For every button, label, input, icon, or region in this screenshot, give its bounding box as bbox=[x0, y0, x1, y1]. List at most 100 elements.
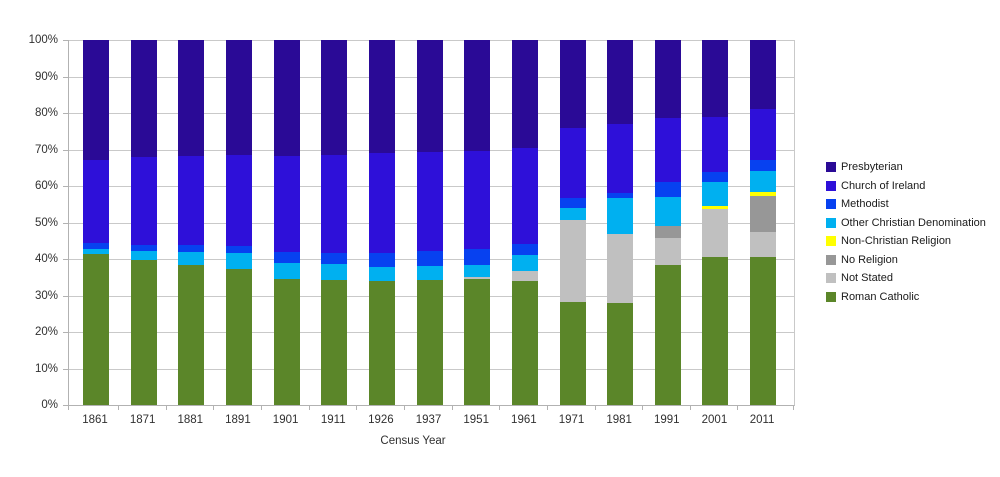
bar-1891 bbox=[225, 40, 252, 405]
legend-swatch-icon bbox=[826, 291, 836, 302]
bar-segment-other-christian-denomination bbox=[559, 207, 586, 220]
bar-segment-church-of-ireland bbox=[416, 152, 443, 251]
y-axis-label: 50% bbox=[34, 216, 58, 229]
bar-segment-not-stated bbox=[750, 232, 777, 258]
bar-segment-roman-catholic bbox=[130, 260, 157, 405]
bar-segment-methodist bbox=[368, 253, 395, 267]
bar-segment-presbyterian bbox=[225, 40, 252, 155]
x-tick bbox=[308, 406, 310, 410]
bar-segment-church-of-ireland bbox=[559, 128, 586, 198]
x-tick bbox=[737, 406, 739, 410]
legend-swatch-icon bbox=[826, 162, 836, 172]
y-tick bbox=[63, 295, 68, 297]
legend-label: Roman Catholic bbox=[841, 290, 920, 303]
bar-segment-not-stated bbox=[559, 219, 586, 302]
bar-segment-not-stated bbox=[702, 209, 729, 258]
legend-label: No Religion bbox=[841, 253, 898, 266]
legend-swatch-icon bbox=[826, 180, 836, 191]
plot-area bbox=[68, 40, 795, 406]
bar-segment-church-of-ireland bbox=[368, 153, 395, 254]
bar-segment-church-of-ireland bbox=[273, 155, 300, 252]
x-tick bbox=[118, 406, 119, 410]
bar-segment-church-of-ireland bbox=[130, 156, 157, 246]
legend-item-no-religion: No Religion bbox=[826, 254, 986, 266]
bar-segment-other-christian-denomination bbox=[750, 171, 777, 192]
bar-segment-other-christian-denomination bbox=[321, 264, 348, 281]
x-tick bbox=[594, 406, 596, 410]
bar-segment-roman-catholic bbox=[464, 279, 491, 405]
bar-segment-other-christian-denomination bbox=[607, 198, 634, 235]
bar-1981 bbox=[607, 40, 634, 405]
bar-segment-no-religion bbox=[654, 225, 681, 239]
legend-item-not-stated: Not Stated bbox=[826, 272, 986, 284]
x-axis-label-1937: 1937 bbox=[415, 414, 442, 426]
y-axis-label: 40% bbox=[34, 253, 58, 265]
bar-1991 bbox=[654, 40, 681, 405]
x-tick bbox=[165, 406, 167, 410]
bar-segment-not-stated bbox=[654, 238, 681, 265]
bar-segment-church-of-ireland bbox=[750, 109, 777, 161]
bar-segment-presbyterian bbox=[416, 40, 443, 153]
y-axis-label: 80% bbox=[34, 107, 58, 119]
legend-label: Presbyterian bbox=[841, 161, 903, 173]
x-tick bbox=[689, 406, 691, 410]
x-tick bbox=[499, 406, 501, 410]
bar-segment-other-christian-denomination bbox=[702, 182, 729, 207]
bar-segment-methodist bbox=[750, 160, 777, 172]
bar-2011 bbox=[750, 40, 777, 405]
x-axis-label-1881: 1881 bbox=[177, 414, 204, 426]
bar-segment-roman-catholic bbox=[607, 302, 634, 405]
bar-segment-other-christian-denomination bbox=[225, 253, 252, 270]
legend-item-methodist: Methodist bbox=[826, 198, 986, 210]
bar-segment-other-christian-denomination bbox=[368, 266, 395, 281]
legend-swatch-icon bbox=[826, 236, 836, 246]
y-tick bbox=[63, 405, 68, 406]
bar-segment-presbyterian bbox=[321, 40, 348, 156]
bar-segment-church-of-ireland bbox=[464, 150, 491, 250]
x-axis-label-1871: 1871 bbox=[129, 414, 156, 426]
bar-segment-not-stated bbox=[511, 270, 538, 282]
bar-segment-methodist bbox=[416, 250, 443, 266]
legend-item-church-of-ireland: Church of Ireland bbox=[826, 180, 986, 192]
x-tick bbox=[68, 406, 69, 410]
bar-segment-presbyterian bbox=[464, 40, 491, 151]
bar-1901 bbox=[273, 40, 300, 405]
bar-segment-roman-catholic bbox=[83, 253, 109, 405]
x-axis-label-1961: 1961 bbox=[511, 414, 537, 426]
bar-segment-roman-catholic bbox=[416, 280, 443, 405]
bar-segment-methodist bbox=[464, 249, 491, 265]
y-tick bbox=[63, 332, 68, 333]
bar-segment-other-christian-denomination bbox=[511, 255, 538, 271]
x-axis-label-1981: 1981 bbox=[606, 414, 632, 426]
x-axis-label-1926: 1926 bbox=[368, 414, 394, 426]
x-tick bbox=[793, 406, 794, 410]
bar-segment-presbyterian bbox=[273, 40, 300, 156]
bar-segment-roman-catholic bbox=[750, 257, 777, 405]
legend-item-non-christian-religion: Non-Christian Religion bbox=[826, 235, 986, 247]
bar-1861 bbox=[83, 40, 109, 405]
y-axis-label: 90% bbox=[34, 70, 58, 83]
bar-segment-non-christian-religion bbox=[702, 206, 729, 210]
bar-segment-other-christian-denomination bbox=[654, 196, 681, 226]
bar-segment-presbyterian bbox=[559, 40, 586, 129]
x-tick bbox=[213, 406, 215, 410]
y-tick bbox=[63, 368, 68, 370]
bar-segment-church-of-ireland bbox=[83, 160, 109, 244]
y-axis-label: 20% bbox=[34, 326, 58, 338]
x-axis-label-1971: 1971 bbox=[558, 414, 585, 426]
y-tick bbox=[63, 149, 68, 151]
bar-segment-other-christian-denomination bbox=[416, 265, 443, 281]
bar-1926 bbox=[368, 40, 395, 405]
x-axis-label-1891: 1891 bbox=[225, 414, 251, 426]
x-axis-label-2001: 2001 bbox=[701, 414, 728, 426]
legend-label: Church of Ireland bbox=[841, 179, 926, 192]
x-tick bbox=[546, 406, 548, 410]
bar-segment-non-christian-religion bbox=[750, 191, 777, 197]
bar-segment-roman-catholic bbox=[559, 301, 586, 405]
bar-segment-presbyterian bbox=[178, 40, 205, 157]
bar-segment-presbyterian bbox=[654, 40, 681, 118]
bar-segment-other-christian-denomination bbox=[464, 264, 491, 277]
y-tick bbox=[63, 113, 68, 114]
x-tick bbox=[451, 406, 453, 410]
